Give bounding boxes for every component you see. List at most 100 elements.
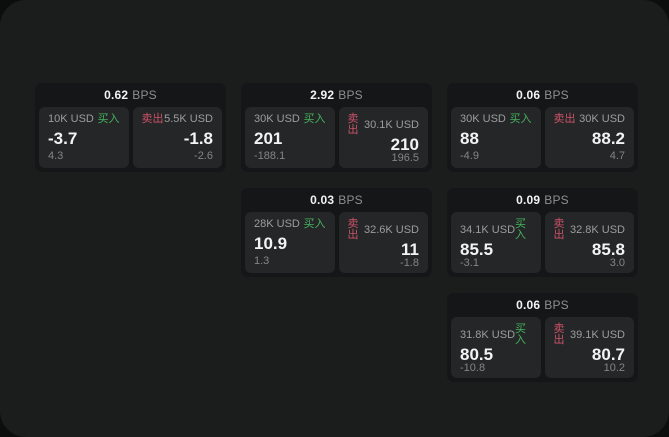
bps-header: 0.06 BPS (451, 83, 634, 107)
buy-pane[interactable]: 10K USD 买入 -3.7 4.3 (39, 107, 129, 168)
buy-pane[interactable]: 31.8K USD 买入 80.5 -10.8 (451, 317, 541, 378)
quote-panes: 31.8K USD 买入 80.5 -10.8 卖出 39.1K USD 80.… (451, 317, 634, 378)
sell-amount: 30.1K USD (363, 118, 419, 131)
sell-tag[interactable]: 卖出 (553, 323, 565, 346)
buy-tag[interactable]: 买入 (515, 218, 527, 241)
bps-header: 0.62 BPS (39, 83, 222, 107)
sell-tag[interactable]: 卖出 (553, 113, 576, 125)
buy-price: 85.5 (460, 240, 494, 259)
sell-tag[interactable]: 卖出 (347, 218, 359, 241)
buy-delta: -4.9 (460, 150, 479, 162)
quote-panes: 30K USD 买入 201 -188.1 卖出 30.1K USD 210 1… (245, 107, 428, 168)
sell-delta: -2.6 (194, 150, 213, 162)
bps-header: 0.03 BPS (245, 188, 428, 212)
sell-amount: 5.5K USD (164, 113, 213, 125)
buy-pane[interactable]: 30K USD 买入 88 -4.9 (451, 107, 541, 168)
buy-amount: 34.1K USD (460, 223, 516, 236)
sell-amount: 32.8K USD (569, 223, 625, 236)
sell-price: 80.7 (591, 345, 625, 364)
buy-pane-top: 30K USD 买入 (460, 114, 532, 125)
sell-pane-top: 卖出 32.6K USD (348, 219, 420, 241)
quote-card: 0.03 BPS 28K USD 买入 10.9 1.3 卖出 (241, 188, 432, 277)
buy-pane-top: 10K USD 买入 (48, 114, 120, 125)
buy-amount: 10K USD (48, 113, 94, 125)
buy-pane[interactable]: 34.1K USD 买入 85.5 -3.1 (451, 212, 541, 273)
buy-price: -3.7 (48, 128, 78, 148)
buy-tag[interactable]: 买入 (515, 323, 527, 346)
sell-tag[interactable]: 卖出 (141, 113, 164, 125)
sell-pane-top: 卖出 30.1K USD (348, 114, 420, 136)
bps-value: 0.03 (310, 193, 335, 207)
sell-pane[interactable]: 卖出 5.5K USD -1.8 -2.6 (132, 107, 222, 168)
sell-tag[interactable]: 卖出 (347, 113, 359, 136)
sell-pane[interactable]: 卖出 30.1K USD 210 196.5 (338, 107, 428, 168)
bps-unit: BPS (132, 88, 157, 102)
quote-panes: 28K USD 买入 10.9 1.3 卖出 32.6K USD 11 -1.8 (245, 212, 428, 273)
buy-pane-top: 30K USD 买入 (254, 114, 326, 125)
bps-unit: BPS (544, 88, 569, 102)
sell-amount: 30K USD (579, 113, 625, 125)
sell-pane[interactable]: 卖出 30K USD 88.2 4.7 (544, 107, 634, 168)
sell-pane-top: 卖出 39.1K USD (554, 324, 626, 346)
buy-tag[interactable]: 买入 (303, 113, 326, 125)
buy-delta: -188.1 (254, 150, 286, 162)
sell-pane[interactable]: 卖出 32.6K USD 11 -1.8 (338, 212, 428, 273)
buy-pane[interactable]: 30K USD 买入 201 -188.1 (245, 107, 335, 168)
sell-delta: 10.2 (603, 362, 625, 374)
sell-pane[interactable]: 卖出 32.8K USD 85.8 3.0 (544, 212, 634, 273)
sell-price: 11 (401, 240, 419, 259)
buy-amount: 30K USD (460, 113, 506, 125)
buy-pane-top: 34.1K USD 买入 (460, 219, 532, 241)
buy-delta: -10.8 (460, 362, 486, 374)
buy-delta: -3.1 (460, 257, 479, 269)
bps-value: 0.62 (104, 88, 129, 102)
buy-price: 88 (460, 128, 479, 148)
quote-panes: 34.1K USD 买入 85.5 -3.1 卖出 32.8K USD 85.8… (451, 212, 634, 273)
sell-price: 88.2 (591, 128, 625, 148)
bps-unit: BPS (338, 193, 363, 207)
sell-pane-top: 卖出 30K USD (554, 114, 626, 125)
buy-tag[interactable]: 买入 (509, 113, 532, 125)
buy-amount: 28K USD (254, 218, 300, 230)
bps-header: 0.06 BPS (451, 293, 634, 317)
quote-grid: 0.62 BPS 10K USD 买入 -3.7 4.3 卖出 (35, 83, 638, 382)
bps-value: 0.06 (516, 298, 541, 312)
sell-pane[interactable]: 卖出 39.1K USD 80.7 10.2 (544, 317, 634, 378)
sell-pane-top: 卖出 5.5K USD (142, 114, 214, 125)
buy-pane-top: 31.8K USD 买入 (460, 324, 532, 346)
quote-card: 0.06 BPS 30K USD 买入 88 -4.9 卖出 (447, 83, 638, 172)
quote-panes: 10K USD 买入 -3.7 4.3 卖出 5.5K USD -1.8 -2.… (39, 107, 222, 168)
buy-price: 80.5 (460, 345, 494, 364)
bps-value: 0.09 (516, 193, 541, 207)
buy-delta: 4.3 (48, 150, 64, 162)
sell-delta: -1.8 (400, 257, 419, 269)
bps-unit: BPS (544, 193, 569, 207)
sell-tag[interactable]: 卖出 (553, 218, 565, 241)
bps-header: 2.92 BPS (245, 83, 428, 107)
bps-unit: BPS (544, 298, 569, 312)
quote-panes: 30K USD 买入 88 -4.9 卖出 30K USD 88.2 4.7 (451, 107, 634, 168)
buy-tag[interactable]: 买入 (303, 218, 326, 230)
buy-price: 201 (254, 128, 283, 148)
bps-unit: BPS (338, 88, 363, 102)
quote-card: 0.62 BPS 10K USD 买入 -3.7 4.3 卖出 (35, 83, 226, 172)
bps-value: 2.92 (310, 88, 335, 102)
sell-delta: 196.5 (391, 152, 419, 164)
buy-price: 10.9 (254, 233, 288, 253)
sell-amount: 32.6K USD (363, 223, 419, 236)
sell-price: 85.8 (591, 240, 625, 259)
buy-delta: 1.3 (254, 255, 270, 267)
bps-header: 0.09 BPS (451, 188, 634, 212)
buy-amount: 31.8K USD (460, 328, 516, 341)
sell-amount: 39.1K USD (569, 328, 625, 341)
sell-pane-top: 卖出 32.8K USD (554, 219, 626, 241)
sell-delta: 3.0 (609, 257, 625, 269)
buy-tag[interactable]: 买入 (97, 113, 120, 125)
sell-price: 210 (390, 135, 419, 154)
bps-value: 0.06 (516, 88, 541, 102)
buy-pane[interactable]: 28K USD 买入 10.9 1.3 (245, 212, 335, 273)
quote-card: 2.92 BPS 30K USD 买入 201 -188.1 卖出 (241, 83, 432, 172)
buy-amount: 30K USD (254, 113, 300, 125)
